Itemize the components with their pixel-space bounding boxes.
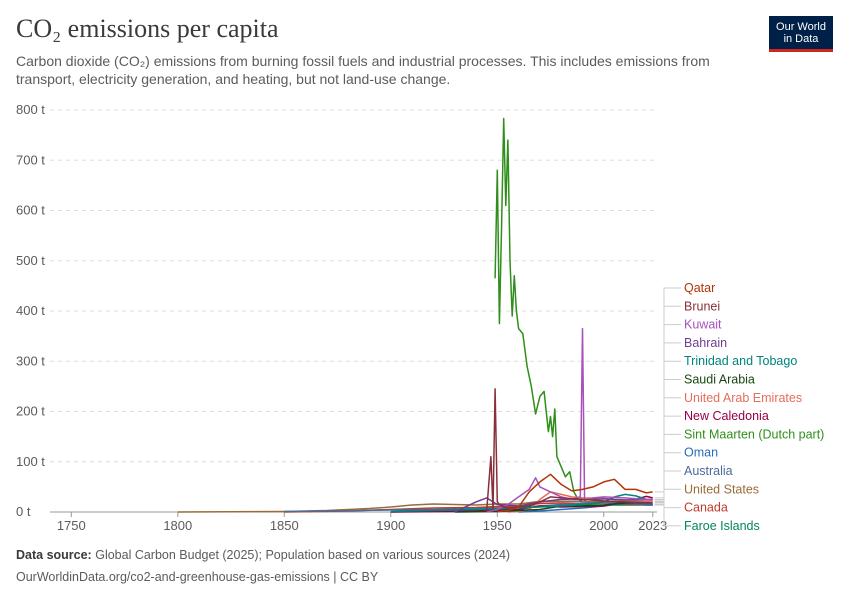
legend-label-brunei: Brunei (684, 299, 720, 313)
x-tick-label: 2023 (638, 518, 667, 533)
y-tick-label: 300 t (16, 353, 45, 368)
x-tick-label: 1950 (483, 518, 512, 533)
legend-label-united-arab-emirates: United Arab Emirates (684, 391, 802, 405)
x-tick-label: 1850 (270, 518, 299, 533)
legend-label-australia: Australia (684, 464, 733, 478)
legend-label-kuwait: Kuwait (684, 318, 722, 332)
y-tick-label: 200 t (16, 404, 45, 419)
legend-label-trinidad-and-tobago: Trinidad and Tobago (684, 354, 797, 368)
y-tick-label: 400 t (16, 303, 45, 318)
legend-leader-new-caledonia (654, 415, 681, 499)
series-line-trinidad-and-tobago (390, 493, 653, 513)
legend-label-canada: Canada (684, 501, 728, 515)
legend-label-sint-maarten-dutch-part: Sint Maarten (Dutch part) (684, 427, 824, 441)
data-source: Data source: Global Carbon Budget (2025)… (16, 548, 510, 562)
y-tick-label: 0 t (16, 504, 31, 519)
y-tick-label: 700 t (16, 152, 45, 167)
legend-label-oman: Oman (684, 446, 718, 460)
series-line-sint-maarten-dutch-part (494, 117, 583, 503)
x-tick-label: 2000 (589, 518, 618, 533)
source-text: Global Carbon Budget (2025); Population … (95, 548, 511, 562)
series-line-brunei (485, 388, 653, 513)
y-tick-label: 800 t (16, 102, 45, 117)
legend-leader-united-arab-emirates (654, 397, 681, 502)
legend-leader-trinidad-and-tobago (654, 360, 681, 501)
legend-label-united-states: United States (684, 482, 759, 496)
legend-leader-oman (654, 452, 681, 505)
chart-subtitle: Carbon dioxide (CO₂) emissions from burn… (16, 53, 710, 87)
legend-leader-brunei (654, 305, 681, 504)
legend-leader-faroe-islands (654, 504, 681, 527)
legend-leader-qatar (654, 287, 681, 493)
source-label: Data source: (16, 548, 92, 562)
owid-logo[interactable]: Our World in Data (769, 16, 833, 52)
source-url[interactable]: OurWorldinData.org/co2-and-greenhouse-ga… (16, 570, 379, 584)
logo-line-2: in Data (783, 33, 819, 45)
legend-label-faroe-islands: Faroe Islands (684, 519, 760, 533)
logo-line-1: Our World (776, 21, 826, 33)
x-tick-label: 1800 (163, 518, 192, 533)
legend-leader-bahrain (654, 342, 681, 500)
y-tick-label: 500 t (16, 253, 45, 268)
legend-leader-kuwait (654, 324, 681, 501)
series-line-kuwait (486, 327, 653, 513)
series-line-qatar (497, 473, 653, 513)
y-tick-label: 600 t (16, 203, 45, 218)
x-tick-label: 1750 (57, 518, 86, 533)
x-tick-label: 1900 (376, 518, 405, 533)
legend-label-new-caledonia: New Caledonia (684, 409, 769, 423)
legend-label-saudi-arabia: Saudi Arabia (684, 373, 755, 387)
legend-label-qatar: Qatar (684, 281, 715, 295)
chart-title: CO₂ emissions per capita (16, 14, 279, 43)
legend-label-bahrain: Bahrain (684, 336, 727, 350)
y-tick-label: 100 t (16, 454, 45, 469)
